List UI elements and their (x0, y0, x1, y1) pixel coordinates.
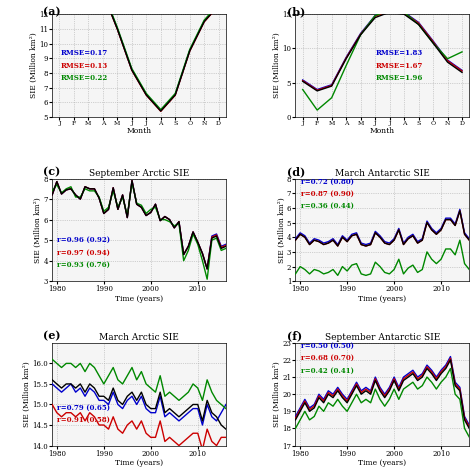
X-axis label: Time (years): Time (years) (115, 295, 163, 303)
Y-axis label: SIE (Million km²): SIE (Million km²) (34, 197, 42, 263)
Text: (e): (e) (44, 330, 61, 342)
Y-axis label: SIE (Million km²): SIE (Million km²) (273, 33, 281, 99)
Text: (d): (d) (287, 166, 305, 177)
Text: r=0.91 (0.58): r=0.91 (0.58) (57, 416, 110, 424)
Text: r=0.97 (0.94): r=0.97 (0.94) (57, 248, 110, 256)
Y-axis label: SIE (Million km²): SIE (Million km²) (29, 33, 37, 99)
Text: r=0.87 (0.90): r=0.87 (0.90) (301, 190, 354, 198)
Text: r=0.68 (0.70): r=0.68 (0.70) (301, 355, 354, 362)
X-axis label: Time (years): Time (years) (358, 295, 406, 303)
Y-axis label: SIE (Million km²): SIE (Million km²) (273, 361, 281, 427)
Text: RMSE=1.83: RMSE=1.83 (375, 49, 422, 57)
Title: September Antarctic SIE: September Antarctic SIE (325, 333, 440, 342)
Title: March Arctic SIE: March Arctic SIE (99, 333, 179, 342)
Text: (b): (b) (287, 6, 305, 17)
Text: (c): (c) (44, 166, 61, 177)
Text: r=0.93 (0.76): r=0.93 (0.76) (57, 261, 110, 269)
Y-axis label: SIE (Million km²): SIE (Million km²) (23, 361, 31, 427)
Title: March Antarctic SIE: March Antarctic SIE (335, 169, 430, 178)
Title: September Arctic SIE: September Arctic SIE (89, 169, 189, 178)
Text: r=0.42 (0.41): r=0.42 (0.41) (301, 367, 354, 374)
Text: RMSE=0.22: RMSE=0.22 (61, 74, 108, 82)
Text: r=0.72 (0.80): r=0.72 (0.80) (301, 178, 354, 186)
Text: (f): (f) (287, 330, 302, 342)
Text: RMSE=1.67: RMSE=1.67 (375, 62, 423, 70)
Text: RMSE=1.96: RMSE=1.96 (375, 74, 423, 82)
Text: r=0.79 (0.65): r=0.79 (0.65) (57, 404, 110, 411)
Text: r=0.36 (0.44): r=0.36 (0.44) (301, 202, 354, 210)
X-axis label: Month: Month (127, 128, 152, 136)
X-axis label: Time (years): Time (years) (115, 459, 163, 467)
Text: r=0.96 (0.92): r=0.96 (0.92) (57, 236, 110, 244)
X-axis label: Time (years): Time (years) (358, 459, 406, 467)
Text: RMSE=0.17: RMSE=0.17 (61, 49, 108, 57)
Text: r=0.50 (0.50): r=0.50 (0.50) (301, 342, 354, 350)
Text: RMSE=0.13: RMSE=0.13 (61, 62, 108, 70)
Text: (a): (a) (44, 6, 61, 17)
X-axis label: Month: Month (370, 128, 395, 136)
Y-axis label: SIE (Million km²): SIE (Million km²) (277, 197, 285, 263)
